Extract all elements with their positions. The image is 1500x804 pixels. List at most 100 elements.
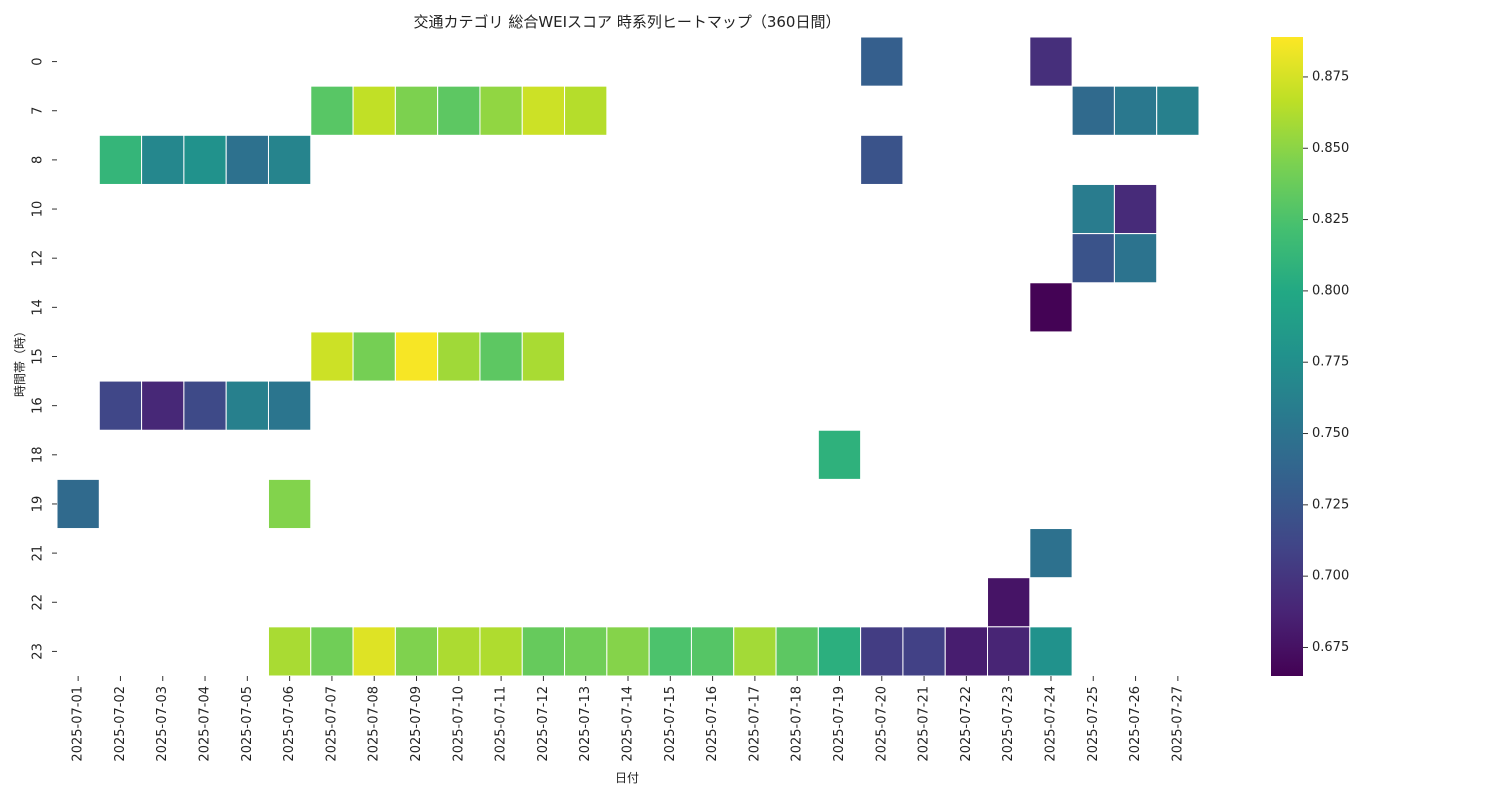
heatmap-cell <box>1113 85 1158 136</box>
heatmap-cell <box>1029 282 1073 333</box>
heatmap-cell <box>648 626 692 677</box>
y-tick-label: 22 <box>31 594 46 611</box>
heatmap-cell <box>310 85 354 136</box>
colorbar-tick-label: 0.875 <box>1312 69 1349 84</box>
heatmap-cell <box>1029 528 1073 579</box>
colorbar-tick-label: 0.850 <box>1312 141 1349 156</box>
heatmap-cell <box>606 626 650 677</box>
heatmap-cell <box>225 380 269 431</box>
x-tick-label: 2025-07-07 <box>324 686 339 762</box>
y-tick-label: 8 <box>31 156 46 164</box>
x-tick-label: 2025-07-08 <box>367 686 382 762</box>
heatmap-cell <box>521 85 566 136</box>
heatmap-cell <box>690 626 735 677</box>
heatmap-cell <box>1029 36 1073 87</box>
x-tick-label: 2025-07-24 <box>1043 686 1058 762</box>
heatmap-cell <box>564 85 608 136</box>
x-tick-label: 2025-07-27 <box>1170 686 1185 762</box>
heatmap-cell <box>521 331 566 382</box>
x-tick-label: 2025-07-17 <box>747 686 762 762</box>
heatmap-cell <box>310 626 354 677</box>
x-tick-label: 2025-07-05 <box>240 686 255 762</box>
heatmap-cell <box>437 85 481 136</box>
y-tick-label: 14 <box>31 299 46 316</box>
x-axis-label: 日付 <box>615 771 639 785</box>
heatmap-cell <box>817 429 862 480</box>
y-tick-label: 21 <box>31 545 46 562</box>
colorbar-ticks: 0.675 0.700 0.725 0.750 0.775 0.800 0.825 0.850… <box>1303 69 1349 655</box>
heatmap-cell <box>437 626 481 677</box>
x-tick-label: 2025-07-01 <box>71 686 86 762</box>
x-axis-ticks: 2025-07-01 2025-07-02 2025-07-03 2025-07-04… <box>71 676 1185 762</box>
heatmap-cell <box>267 626 312 677</box>
x-tick-label: 2025-07-04 <box>198 686 213 762</box>
heatmap-cells <box>56 36 1200 677</box>
y-tick-label: 7 <box>31 107 46 115</box>
x-tick-label: 2025-07-12 <box>536 686 551 762</box>
x-tick-label: 2025-07-14 <box>621 686 636 762</box>
y-axis-ticks: 0 7 8 10 12 14 15 16 18 19 21 22 23 <box>31 57 57 660</box>
y-tick-label: 19 <box>31 496 46 513</box>
heatmap-cell <box>944 626 989 677</box>
heatmap-cell <box>902 626 946 677</box>
x-tick-label: 2025-07-09 <box>409 686 424 762</box>
y-tick-label: 12 <box>31 250 46 267</box>
heatmap-cell <box>987 626 1031 677</box>
heatmap-cell <box>1113 233 1158 284</box>
y-axis-label: 時間帯（時） <box>13 325 27 397</box>
colorbar-tick-label: 0.800 <box>1312 283 1349 298</box>
x-tick-label: 2025-07-06 <box>282 686 297 762</box>
x-tick-label: 2025-07-21 <box>917 686 932 762</box>
y-tick-label: 23 <box>31 643 46 660</box>
x-tick-label: 2025-07-10 <box>451 686 466 762</box>
heatmap-cell <box>733 626 777 677</box>
heatmap-cell <box>267 380 312 431</box>
heatmap-cell <box>1071 233 1115 284</box>
heatmap-cell <box>479 626 523 677</box>
heatmap-cell <box>1156 85 1200 136</box>
heatmap-cell <box>1071 85 1115 136</box>
heatmap-cell <box>860 134 904 185</box>
heatmap-cell <box>267 134 312 185</box>
y-tick-label: 15 <box>31 348 46 365</box>
heatmap-cell <box>1113 183 1158 235</box>
x-tick-label: 2025-07-20 <box>874 686 889 762</box>
heatmap-cell <box>394 331 439 382</box>
chart-title: 交通カテゴリ 総合WEIスコア 時系列ヒートマップ（360日間） <box>414 13 841 31</box>
x-tick-label: 2025-07-11 <box>494 686 509 762</box>
heatmap-cell <box>310 331 354 382</box>
y-tick-label: 10 <box>31 201 46 218</box>
x-tick-label: 2025-07-02 <box>113 686 128 762</box>
heatmap-cell <box>352 626 396 677</box>
heatmap-cell <box>352 331 396 382</box>
heatmap-cell <box>394 626 439 677</box>
colorbar-tick-label: 0.725 <box>1312 497 1349 512</box>
x-tick-label: 2025-07-26 <box>1128 686 1143 762</box>
heatmap-cell <box>987 577 1031 628</box>
x-tick-label: 2025-07-23 <box>1001 686 1016 762</box>
x-tick-label: 2025-07-16 <box>705 686 720 762</box>
heatmap-cell <box>56 478 100 530</box>
colorbar-tick-label: 0.675 <box>1312 640 1349 655</box>
heatmap-cell <box>817 626 862 677</box>
heatmap-cell <box>141 134 185 185</box>
heatmap-cell <box>860 36 904 87</box>
heatmap-cell <box>521 626 566 677</box>
x-tick-label: 2025-07-25 <box>1086 686 1101 762</box>
colorbar-tick-label: 0.750 <box>1312 426 1349 441</box>
heatmap-cell <box>183 380 227 431</box>
colorbar-tick-label: 0.775 <box>1312 355 1349 370</box>
y-tick-label: 16 <box>31 397 46 414</box>
heatmap-cell <box>1029 626 1073 677</box>
x-tick-label: 2025-07-22 <box>959 686 974 762</box>
heatmap-cell <box>267 478 312 530</box>
x-tick-label: 2025-07-03 <box>155 686 170 762</box>
x-tick-label: 2025-07-19 <box>832 686 847 762</box>
x-tick-label: 2025-07-18 <box>790 686 805 762</box>
heatmap-cell <box>98 380 143 431</box>
heatmap-cell <box>98 134 143 185</box>
heatmap-cell <box>225 134 269 185</box>
heatmap-cell <box>479 85 523 136</box>
heatmap-cell <box>437 331 481 382</box>
heatmap-cell <box>479 331 523 382</box>
